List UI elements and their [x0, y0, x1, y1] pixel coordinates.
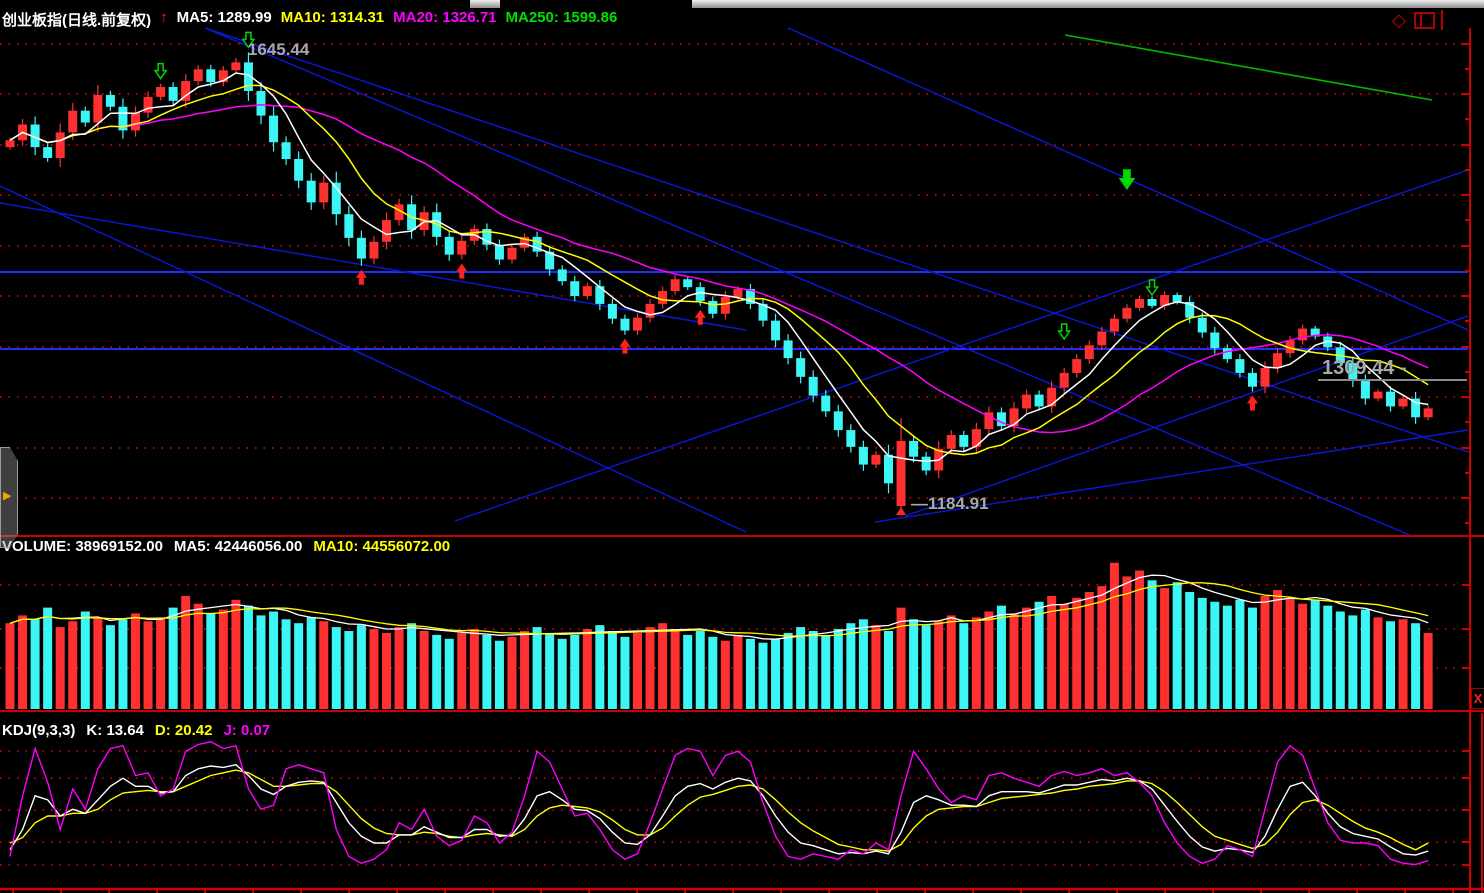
svg-text:1309.44 -: 1309.44 -	[1322, 357, 1407, 379]
diamond-icon[interactable]: ◇	[1392, 10, 1406, 30]
price-labels: 1645.44 —1184.91 1309.44 -	[248, 40, 1467, 513]
gridlines	[0, 43, 1468, 866]
titlebar-icons: ◇	[1392, 10, 1443, 30]
kdj-name-label[interactable]: KDJ(9,3,3)	[2, 722, 76, 739]
price-ma-lines	[9, 72, 1429, 462]
ma250-label[interactable]: MA250: 1599.86	[505, 9, 618, 26]
kdj-j-value: J: 0.07	[223, 722, 271, 739]
kdj-header: KDJ(9,3,3) K: 13.64 D: 20.42 J: 0.07	[2, 722, 270, 739]
kdj-k-value: K: 13.64	[86, 722, 144, 739]
trend-up-icon: ↑	[160, 9, 168, 26]
stock-title: 创业板指(日线.前复权)	[2, 12, 152, 29]
volume-header: VOLUME: 38969152.00 MA5: 42446056.00 MA1…	[2, 538, 450, 555]
kdj-d-value: D: 20.42	[154, 722, 213, 739]
volume-ma5-label[interactable]: MA5: 42446056.00	[173, 538, 303, 555]
volume-value: VOLUME: 38969152.00	[2, 538, 163, 555]
titlebar-strip-segment	[692, 0, 1484, 8]
sidebar-drawer-tab[interactable]: ▶	[0, 447, 18, 548]
titlebar-separator	[1440, 10, 1443, 30]
signal-markers	[153, 31, 1258, 515]
ma20-label[interactable]: MA20: 1326.71	[393, 9, 497, 26]
candles	[5, 52, 1433, 512]
close-indicator-button[interactable]: X	[1471, 688, 1484, 709]
info-bar: 创业板指(日线.前复权) ↑ MA5: 1289.99 MA10: 1314.3…	[2, 9, 617, 30]
svg-text:—1184.91: —1184.91	[911, 494, 989, 513]
split-window-icon[interactable]	[1413, 11, 1435, 29]
volume-bars	[5, 562, 1433, 709]
drawer-expand-icon: ▶	[3, 490, 12, 502]
kdj-lines	[9, 741, 1429, 866]
ma5-label[interactable]: MA5: 1289.99	[176, 9, 272, 26]
titlebar-strip-segment	[470, 0, 500, 8]
trendlines	[0, 27, 1469, 537]
volume-ma10-label[interactable]: MA10: 44556072.00	[313, 538, 451, 555]
ma10-label[interactable]: MA10: 1314.31	[280, 9, 385, 26]
volume-ma-lines	[9, 574, 1429, 640]
svg-text:1645.44: 1645.44	[248, 40, 310, 59]
axes	[0, 28, 1484, 893]
